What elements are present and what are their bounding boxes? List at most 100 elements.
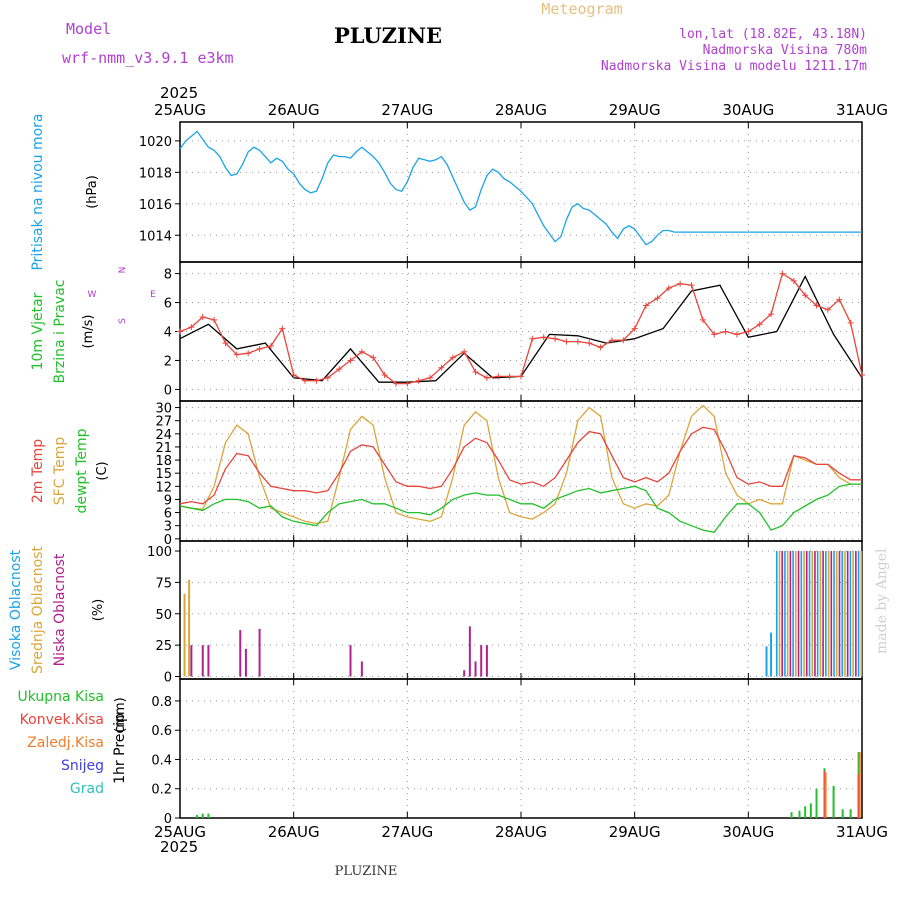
y-tick-label: 0 — [164, 533, 172, 548]
x-tick-label-top: 31AUG — [836, 101, 888, 119]
y-tick-label: 50 — [155, 608, 172, 623]
data-point — [608, 337, 615, 344]
x-tick-label-bottom: 30AUG — [722, 823, 774, 841]
data-point — [483, 374, 490, 381]
direction-label-s: S — [118, 318, 128, 324]
y-tick-label: 15 — [155, 467, 172, 482]
data-point — [859, 371, 865, 378]
data-point — [665, 285, 672, 292]
data-point — [313, 377, 320, 384]
series-line-2 — [179, 426, 862, 505]
panel-2: 0 2 4 6 8 10m Vjetar Brzina i Pravac W E N S (m/s) — [30, 261, 865, 402]
y-tick-label: 1018 — [139, 166, 172, 181]
data-point — [620, 337, 627, 344]
panel-1: 1014 1016 1018 1020 Pritisak na nivou mora (h… — [30, 113, 863, 271]
y-axis-label: Niska Oblacnost — [52, 553, 68, 666]
data-point — [654, 295, 661, 302]
credit-text: made by Angel — [874, 548, 890, 654]
y-tick-label: 0 — [164, 670, 172, 685]
data-point — [222, 340, 229, 347]
y-tick-label: 12 — [155, 480, 172, 495]
data-point — [768, 311, 775, 318]
y-tick-label: 6 — [164, 297, 172, 312]
data-point — [381, 371, 388, 378]
data-point — [256, 345, 263, 352]
model-altitude-text: Nadmorska Visina u modelu 1211.17m — [601, 59, 867, 74]
data-point — [302, 377, 309, 384]
data-point — [813, 302, 820, 309]
legend-entry: Zaledj.Kisa — [27, 735, 104, 751]
data-point — [267, 342, 274, 349]
data-point — [199, 314, 206, 321]
data-point — [745, 328, 752, 335]
y-tick-label: 0 — [164, 383, 172, 398]
y-tick-label: 1020 — [139, 135, 172, 150]
unit-label: (m/s) — [81, 315, 96, 349]
x-tick-label-top: 27AUG — [381, 101, 433, 119]
data-point — [563, 338, 570, 345]
y-tick-label: 0.2 — [151, 783, 172, 798]
x-tick-label-top: 29AUG — [609, 101, 661, 119]
data-point — [495, 373, 502, 380]
series-line-3 — [179, 483, 862, 534]
data-point — [552, 335, 559, 342]
data-point — [847, 319, 854, 326]
y-axis-label: Srednja Oblacnost — [30, 546, 46, 674]
y-tick-label: 25 — [155, 639, 172, 654]
data-point — [415, 377, 422, 384]
x-tick-label-bottom: 27AUG — [381, 823, 433, 841]
data-point — [427, 374, 434, 381]
data-point — [677, 280, 684, 287]
direction-label-n: N — [118, 267, 128, 274]
x-tick-label-bottom: 31AUG — [836, 823, 888, 841]
data-point — [836, 296, 843, 303]
data-point — [790, 277, 797, 284]
data-point — [358, 348, 365, 355]
data-point — [756, 321, 763, 328]
panel-frame — [179, 678, 863, 819]
y-tick-label: 24 — [155, 428, 172, 443]
chart-panels: 25AUG 25AUG 26AUG 26AUG 27AUG 27AUG 28AUG 28AUG… — [8, 101, 888, 841]
data-point — [733, 331, 740, 338]
x-tick-label-bottom: 26AUG — [268, 823, 320, 841]
data-point — [506, 373, 513, 380]
y-tick-label: 6 — [164, 507, 172, 522]
y-tick-label: 4 — [164, 326, 172, 341]
y-tick-label: 0.4 — [151, 753, 172, 768]
direction-label-e: E — [150, 290, 156, 300]
data-point — [540, 334, 547, 341]
y-tick-label: 9 — [164, 493, 172, 508]
data-point — [177, 328, 183, 335]
y-tick-label: 1016 — [139, 198, 172, 213]
data-point — [631, 325, 638, 332]
unit-label: (%) — [91, 599, 106, 622]
y-tick-label: 30 — [155, 402, 172, 417]
data-point — [699, 316, 706, 323]
panel-5: 0 0.2 0.4 0.6 0.8 1hr Precip Ukupna Kisa Konvek… — [17, 678, 863, 827]
x-tick-label-bottom: 29AUG — [609, 823, 661, 841]
data-point — [233, 351, 240, 358]
data-point — [336, 366, 343, 373]
data-point — [574, 338, 581, 345]
x-tick-label-top: 28AUG — [495, 101, 547, 119]
footer-title: PLUZINE — [335, 864, 398, 879]
data-point — [404, 380, 411, 387]
data-point — [211, 316, 218, 323]
data-point — [824, 306, 831, 313]
panel-frame — [179, 400, 863, 542]
y-axis-label: 10m Vjetar — [30, 292, 46, 370]
data-point — [722, 328, 729, 335]
y-tick-label: 27 — [155, 415, 172, 430]
y-tick-label: 75 — [155, 576, 172, 591]
y-tick-label: 3 — [164, 520, 172, 535]
data-point — [347, 357, 354, 364]
data-point — [370, 354, 377, 361]
y-axis-label: 1hr Precip — [112, 713, 128, 784]
data-point — [461, 348, 468, 355]
model-label: Model — [66, 20, 111, 38]
series-line-1 — [179, 130, 862, 246]
data-point — [290, 371, 297, 378]
data-point — [711, 331, 718, 338]
direction-label-w: W — [88, 290, 97, 300]
